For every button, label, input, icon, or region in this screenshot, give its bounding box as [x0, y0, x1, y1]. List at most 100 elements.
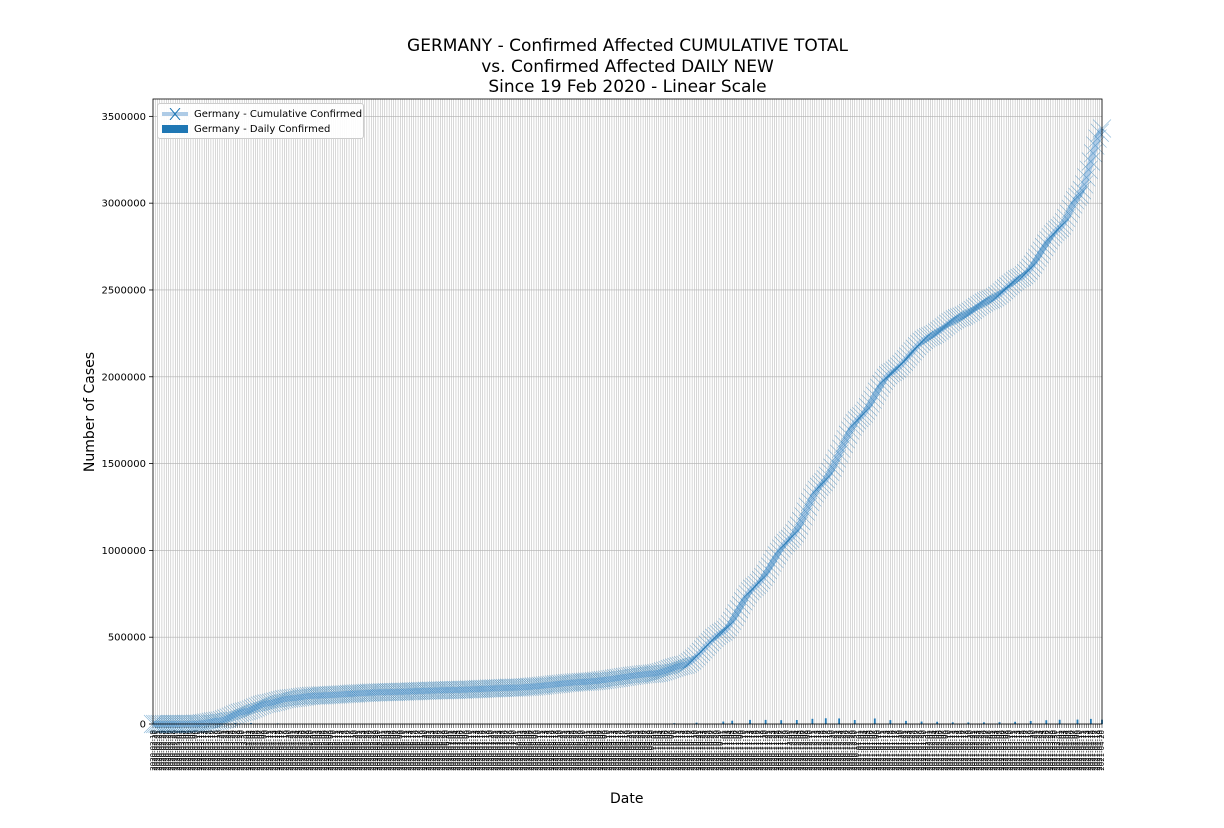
x-tick-label: 2020-11-01 — [719, 730, 727, 771]
x-tick-label: 2020-04-30 — [307, 730, 315, 771]
cumulative-point-marker — [720, 614, 740, 634]
cumulative-point-marker — [609, 668, 628, 688]
daily-bar — [889, 720, 892, 724]
x-tick-label: 2020-06-12 — [403, 730, 411, 771]
x-tick-label: 2020-11-24 — [771, 729, 779, 770]
cumulative-point-marker — [1079, 160, 1098, 179]
cumulative-point-marker — [591, 671, 610, 690]
cumulative-point-marker — [304, 686, 323, 705]
daily-bar — [967, 722, 970, 724]
x-tick-label: 2020-07-31 — [512, 730, 520, 771]
x-tick-label: 2020-11-18 — [757, 730, 765, 771]
cumulative-point-marker — [734, 592, 753, 611]
cumulative-point-marker — [266, 692, 285, 711]
cumulative-point-marker — [838, 425, 858, 444]
x-tick-label: 2020-10-05 — [659, 730, 667, 771]
cumulative-point-marker — [199, 712, 218, 732]
x-tick-label: 2020-02-24 — [160, 729, 168, 770]
cumulative-point-marker — [362, 683, 381, 702]
daily-bar — [936, 721, 939, 724]
cumulative-point-marker — [638, 664, 657, 684]
x-tick-label: 2021-02-11 — [947, 730, 955, 771]
x-tick-label: 2021-01-22 — [902, 730, 910, 771]
x-tick-label: 2020-08-27 — [572, 730, 580, 771]
x-tick-label: 2021-04-01 — [1056, 730, 1064, 771]
daily-bar — [873, 718, 876, 724]
x-tick-label: 2020-02-29 — [171, 730, 179, 771]
x-tick-label: 2021-02-03 — [929, 730, 937, 771]
x-tick-label: 2020-03-05 — [182, 730, 190, 771]
daily-bar — [1089, 718, 1092, 724]
cumulative-point-marker — [1077, 168, 1096, 187]
x-tick-label: 2020-10-22 — [697, 730, 705, 771]
x-tick-label: 2020-07-03 — [450, 730, 458, 771]
x-tick-label: 2020-05-02 — [312, 730, 320, 771]
x-tick-label: 2020-06-28 — [439, 730, 447, 771]
x-tick-label: 2020-10-12 — [675, 730, 683, 771]
x-tick-label: 2020-03-22 — [220, 730, 228, 771]
cumulative-point-marker — [983, 289, 1003, 308]
daily-bar — [673, 723, 676, 724]
x-tick-label: 2020-03-17 — [209, 730, 217, 771]
cumulative-point-marker — [408, 681, 428, 701]
x-tick-label: 2020-08-30 — [579, 730, 587, 771]
x-tick-label: 2020-03-09 — [191, 730, 199, 771]
daily-bar — [824, 718, 827, 724]
x-tick-label: 2020-10-10 — [670, 730, 678, 771]
x-tick-label: 2020-06-02 — [381, 730, 389, 771]
x-tick-label: 2020-12-18 — [824, 730, 832, 771]
cumulative-point-marker — [268, 691, 287, 711]
cumulative-point-marker — [497, 678, 517, 698]
x-tick-label: 2021-02-23 — [973, 730, 981, 771]
daily-bar — [1014, 721, 1017, 724]
daily-bar — [749, 719, 751, 724]
x-tick-label: 2020-08-21 — [559, 730, 567, 771]
x-tick-label: 2021-04-05 — [1065, 730, 1073, 771]
x-tick-label: 2020-11-29 — [782, 730, 790, 771]
cumulative-point-marker — [377, 682, 397, 702]
x-tick-label: 2020-05-10 — [329, 730, 337, 771]
x-tick-label: 2021-03-19 — [1027, 730, 1035, 771]
cumulative-point-marker — [1086, 136, 1105, 155]
x-tick-label: 2020-08-09 — [532, 730, 540, 771]
x-tick-label: 2020-04-02 — [245, 730, 253, 771]
x-tick-label: 2021-01-07 — [869, 730, 877, 771]
x-tick-label: 2020-08-02 — [517, 730, 525, 771]
chart-legend: Germany - Cumulative Confirmed Germany -… — [157, 103, 364, 139]
x-tick-label: 2021-04-06 — [1067, 729, 1075, 770]
x-tick-label: 2020-11-07 — [733, 730, 741, 771]
cumulative-point-marker — [1003, 273, 1023, 292]
x-tick-label: 2020-07-13 — [472, 730, 480, 771]
x-tick-label: 2020-03-30 — [238, 730, 246, 771]
x-tick-label: 2020-07-12 — [470, 730, 478, 771]
cumulative-point-marker — [925, 324, 945, 344]
cumulative-point-marker — [593, 670, 613, 690]
cumulative-point-marker — [502, 678, 521, 697]
x-tick-label: 2021-04-19 — [1096, 730, 1104, 771]
x-tick-label: 2020-03-08 — [189, 730, 197, 771]
daily-bar — [853, 720, 856, 724]
x-tick-label: 2020-09-17 — [619, 730, 627, 771]
cumulative-point-marker — [972, 294, 991, 314]
x-tick-label: 2020-06-23 — [427, 730, 435, 771]
x-tick-label: 2021-02-04 — [931, 729, 939, 770]
legend-swatch-cumulative — [162, 107, 188, 121]
x-tick-label: 2021-02-25 — [978, 730, 986, 771]
cumulative-point-marker — [642, 664, 662, 683]
x-tick-label: 2021-01-08 — [871, 730, 879, 771]
x-tick-label: 2020-06-18 — [416, 730, 424, 771]
x-tick-label: 2020-09-01 — [583, 730, 591, 771]
cumulative-point-marker — [952, 307, 971, 326]
x-tick-label: 2021-01-14 — [884, 729, 892, 770]
cumulative-point-marker — [239, 701, 259, 720]
x-tick-label: 2020-03-18 — [211, 730, 219, 771]
x-tick-label: 2020-09-19 — [624, 730, 632, 771]
cumulative-point-marker — [250, 696, 270, 715]
daily-bar — [920, 721, 923, 724]
x-tick-label: 2020-06-04 — [385, 729, 393, 770]
x-tick-label: 2020-03-11 — [196, 730, 204, 771]
x-tick-label: 2020-02-25 — [162, 730, 170, 771]
x-tick-label: 2020-08-13 — [541, 730, 549, 771]
x-tick-label: 2021-04-17 — [1091, 730, 1099, 771]
x-tick-label: 2020-12-07 — [799, 730, 807, 771]
